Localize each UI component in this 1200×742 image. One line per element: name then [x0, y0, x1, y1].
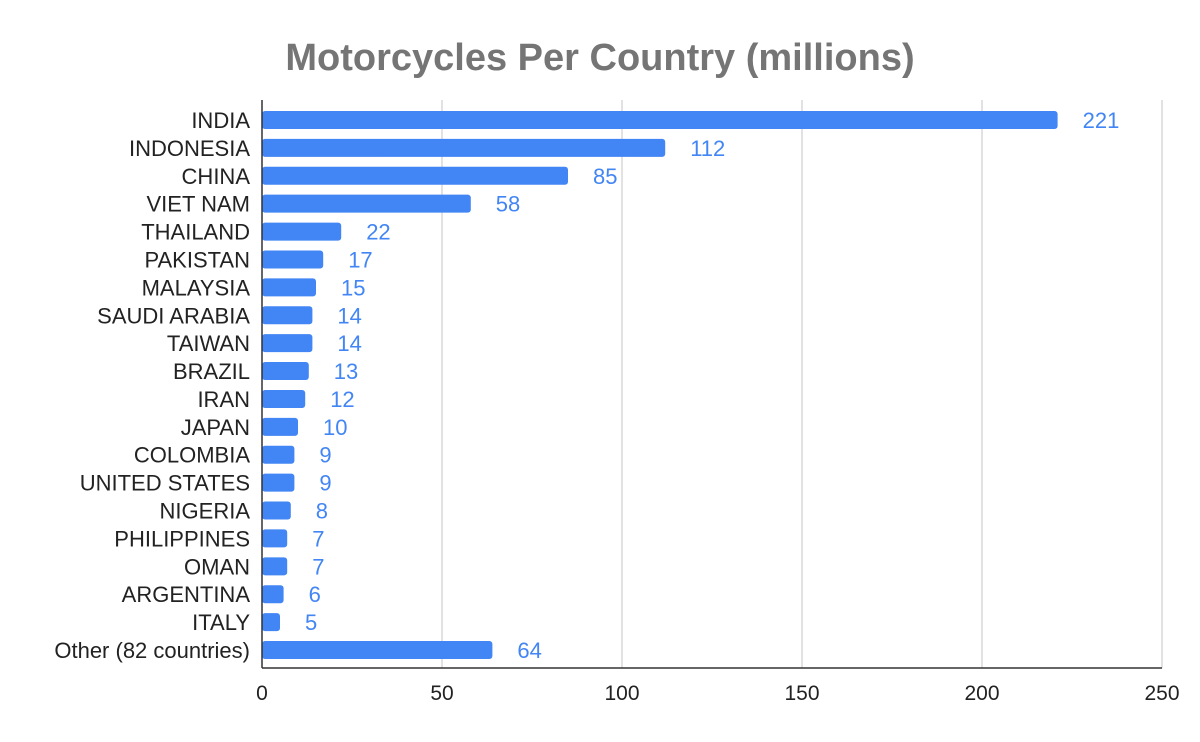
- data-label-iran: 12: [330, 387, 354, 412]
- category-label-philippines: PHILIPPINES: [114, 526, 250, 551]
- data-label-italy: 5: [305, 610, 317, 635]
- bar-pakistan: [262, 250, 324, 269]
- category-label-other-82-countries: Other (82 countries): [54, 638, 250, 663]
- data-label-colombia: 9: [319, 443, 331, 468]
- bar-iran: [262, 389, 306, 408]
- category-label-taiwan: TAIWAN: [167, 331, 250, 356]
- bar-other-82-countries: [262, 641, 493, 659]
- category-label-iran: IRAN: [197, 387, 250, 412]
- data-label-nigeria: 8: [316, 499, 328, 524]
- x-tick-label-200: 200: [964, 682, 999, 705]
- data-label-india: 221: [1083, 108, 1120, 133]
- chart-title: Motorcycles Per Country (millions): [285, 37, 914, 79]
- x-tick-label-150: 150: [784, 682, 819, 705]
- category-label-viet-nam: VIET NAM: [146, 192, 250, 217]
- category-label-thailand: THAILAND: [141, 220, 250, 245]
- data-label-brazil: 13: [334, 359, 358, 384]
- data-label-malaysia: 15: [341, 275, 365, 300]
- data-label-pakistan: 17: [348, 247, 372, 272]
- x-tick-label-50: 50: [430, 682, 453, 705]
- category-label-saudi-arabia: SAUDI ARABIA: [97, 303, 250, 328]
- category-label-oman: OMAN: [184, 554, 250, 579]
- bar-india: [262, 111, 1058, 129]
- data-label-thailand: 22: [366, 220, 390, 245]
- category-label-china: CHINA: [182, 164, 251, 189]
- bar-thailand: [262, 222, 342, 241]
- bar-japan: [262, 417, 298, 436]
- bar-oman: [262, 557, 288, 576]
- bar-malaysia: [262, 278, 316, 297]
- bar-indonesia: [262, 138, 666, 157]
- bar-brazil: [262, 362, 309, 381]
- category-label-malaysia: MALAYSIA: [142, 275, 251, 300]
- bar-united-states: [262, 473, 295, 492]
- bar-italy: [262, 613, 280, 632]
- data-label-japan: 10: [323, 415, 347, 440]
- category-label-japan: JAPAN: [181, 415, 250, 440]
- data-label-argentina: 6: [309, 582, 321, 607]
- gridlines: [441, 100, 1163, 668]
- category-label-nigeria: NIGERIA: [160, 499, 251, 524]
- bar-saudi-arabia: [262, 306, 313, 325]
- category-label-brazil: BRAZIL: [173, 359, 250, 384]
- bar-philippines: [262, 529, 288, 548]
- data-label-philippines: 7: [312, 526, 324, 551]
- bar-argentina: [262, 585, 284, 604]
- bars: [262, 111, 1058, 659]
- category-label-italy: ITALY: [192, 610, 250, 635]
- data-label-indonesia: 112: [690, 136, 725, 161]
- data-label-oman: 7: [312, 554, 324, 579]
- category-label-pakistan: PAKISTAN: [144, 247, 250, 272]
- x-tick-label-0: 0: [256, 682, 268, 705]
- data-label-other-82-countries: 64: [517, 638, 541, 663]
- bar-nigeria: [262, 501, 291, 520]
- data-label-viet-nam: 58: [496, 192, 520, 217]
- x-tick-label-250: 250: [1144, 682, 1179, 705]
- axes: [261, 100, 1162, 669]
- category-label-india: INDIA: [191, 108, 250, 133]
- bar-colombia: [262, 445, 295, 464]
- bar-china: [262, 166, 568, 185]
- data-label-united-states: 9: [319, 471, 331, 496]
- category-label-argentina: ARGENTINA: [122, 582, 251, 607]
- labels: 0 50 100 150 200 250 INDIA 221 INDONESIA 112 CHINA…: [54, 108, 1179, 705]
- data-label-china: 85: [593, 164, 617, 189]
- category-label-indonesia: INDONESIA: [129, 136, 250, 161]
- category-label-united-states: UNITED STATES: [80, 471, 250, 496]
- bar-viet-nam: [262, 194, 471, 213]
- data-label-taiwan: 14: [337, 331, 361, 356]
- category-label-colombia: COLOMBIA: [134, 443, 250, 468]
- data-label-saudi-arabia: 14: [337, 303, 361, 328]
- bar-taiwan: [262, 334, 313, 353]
- x-tick-label-100: 100: [604, 682, 639, 705]
